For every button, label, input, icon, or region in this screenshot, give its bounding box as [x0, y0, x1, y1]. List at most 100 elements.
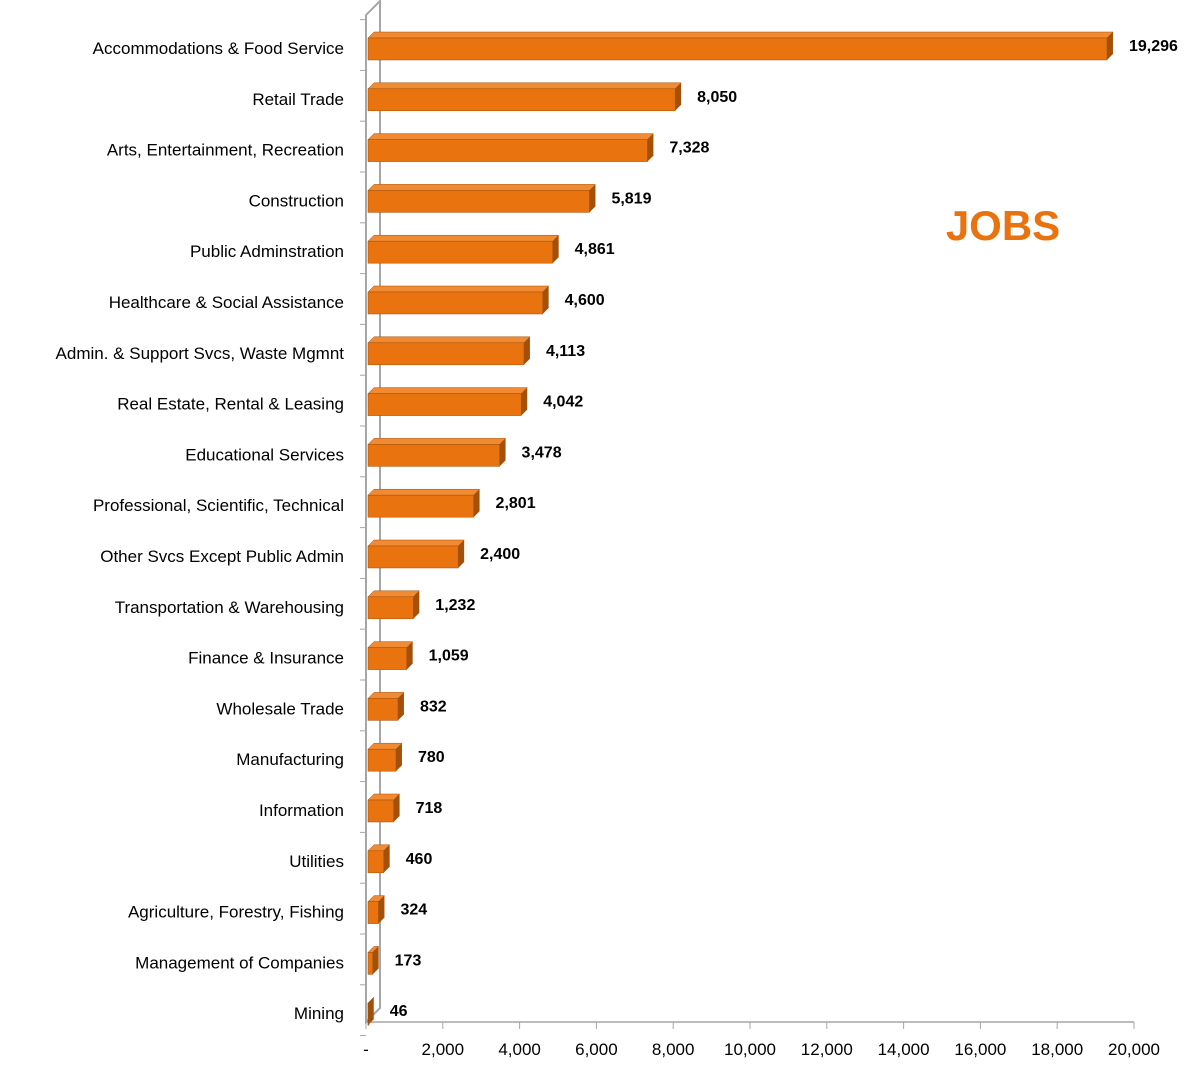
bar-side-face — [372, 946, 379, 975]
bar — [367, 139, 648, 162]
bar-side-face — [552, 235, 559, 264]
category-label: Manufacturing — [236, 750, 344, 769]
bar — [367, 748, 397, 772]
value-label: 780 — [418, 749, 445, 766]
bar-side-face — [499, 438, 506, 467]
x-tick-label: 2,000 — [422, 1040, 465, 1059]
bar-top-face — [367, 184, 597, 191]
category-label: Real Estate, Rental & Leasing — [117, 395, 344, 414]
value-label: 4,600 — [565, 292, 605, 309]
bar — [367, 494, 474, 518]
bar — [367, 647, 407, 670]
category-label: Educational Services — [185, 445, 344, 464]
bar — [367, 342, 525, 366]
bar-side-face — [383, 844, 390, 873]
category-label: Public Adminstration — [190, 242, 344, 261]
bar-side-face — [521, 387, 528, 416]
bar-side-face — [523, 336, 530, 365]
bar — [367, 952, 373, 975]
category-label: Finance & Insurance — [188, 649, 344, 668]
x-tick-label: 12,000 — [801, 1040, 853, 1059]
category-label: Information — [259, 801, 344, 820]
x-tick-label: 18,000 — [1031, 1040, 1083, 1059]
value-label: 5,819 — [611, 190, 651, 207]
bar-top-face — [367, 336, 531, 344]
bar — [367, 698, 399, 721]
bar-side-face — [395, 743, 402, 772]
value-label: 1,232 — [435, 597, 475, 614]
bar-side-face — [393, 794, 400, 822]
category-label: Utilities — [289, 852, 344, 871]
value-label: 8,050 — [697, 89, 737, 106]
category-label: Wholesale Trade — [216, 699, 344, 718]
bar-top-face — [367, 590, 420, 598]
value-label: 4,042 — [543, 394, 583, 411]
bar-side-face — [458, 540, 465, 568]
value-label: 4,113 — [546, 343, 585, 360]
bar-top-face — [367, 488, 481, 496]
value-label: 1,059 — [429, 648, 469, 665]
x-tick-label: 6,000 — [575, 1040, 618, 1059]
category-label: Admin. & Support Svcs, Waste Mgmnt — [56, 344, 345, 363]
bar-top-face — [367, 285, 550, 293]
bar-side-face — [542, 286, 549, 314]
bar-side-face — [647, 133, 654, 162]
bar — [367, 444, 500, 467]
value-label: 718 — [416, 800, 443, 817]
bar-side-face — [473, 489, 480, 518]
category-label: Professional, Scientific, Technical — [93, 496, 344, 515]
bar-top-face — [367, 539, 465, 547]
bars-layer — [367, 31, 1114, 1026]
bar-top-face — [367, 641, 414, 648]
x-tick-label: 8,000 — [652, 1040, 695, 1059]
bar-top-face — [367, 82, 682, 90]
value-label: 173 — [395, 952, 422, 969]
bar — [367, 190, 590, 213]
category-label: Retail Trade — [252, 90, 344, 109]
value-label: 19,296 — [1129, 38, 1178, 55]
value-label: 324 — [400, 902, 427, 919]
bar-top-face — [367, 692, 405, 699]
labels-layer: - 2,000 4,000 6,000 8,000 10,000 12,000 14,000 1… — [56, 38, 1178, 1059]
bar-side-face — [1106, 32, 1113, 60]
value-label: 46 — [390, 1003, 408, 1020]
bar-side-face — [406, 641, 413, 670]
category-label: Construction — [249, 191, 344, 210]
bar-top-face — [367, 387, 528, 394]
axis-layer — [360, 0, 1135, 1037]
value-label: 2,400 — [480, 546, 520, 563]
bar-side-face — [378, 895, 385, 924]
bar — [367, 291, 543, 315]
bar — [367, 88, 676, 112]
x-tick-label: 16,000 — [954, 1040, 1006, 1059]
bar-side-face — [397, 692, 404, 721]
chart-title: JOBS — [946, 202, 1060, 249]
category-label: Management of Companies — [135, 953, 344, 972]
x-tick-label: 4,000 — [498, 1040, 541, 1059]
category-label: Other Svcs Except Public Admin — [100, 547, 344, 566]
category-label: Transportation & Warehousing — [115, 598, 344, 617]
bar — [367, 393, 522, 416]
bar — [367, 799, 394, 823]
value-label: 832 — [420, 698, 447, 715]
bar-side-face — [675, 82, 682, 111]
bar — [367, 901, 379, 924]
value-label: 2,801 — [496, 495, 536, 512]
x-tick-label: - — [363, 1040, 369, 1059]
value-label: 3,478 — [522, 444, 562, 461]
bar-top-face — [367, 234, 560, 242]
category-label: Mining — [294, 1004, 344, 1023]
bar-top-face — [367, 438, 507, 445]
category-label: Arts, Entertainment, Recreation — [107, 141, 344, 160]
bar-top-face — [367, 133, 654, 140]
bar-side-face — [413, 590, 420, 619]
value-label: 460 — [406, 851, 433, 868]
bar — [367, 596, 414, 620]
x-tick-label: 20,000 — [1108, 1040, 1160, 1059]
bar — [367, 37, 1108, 61]
x-tick-label: 14,000 — [878, 1040, 930, 1059]
x-tick-label: 10,000 — [724, 1040, 776, 1059]
category-label: Healthcare & Social Assistance — [109, 293, 344, 312]
bar — [367, 545, 459, 569]
